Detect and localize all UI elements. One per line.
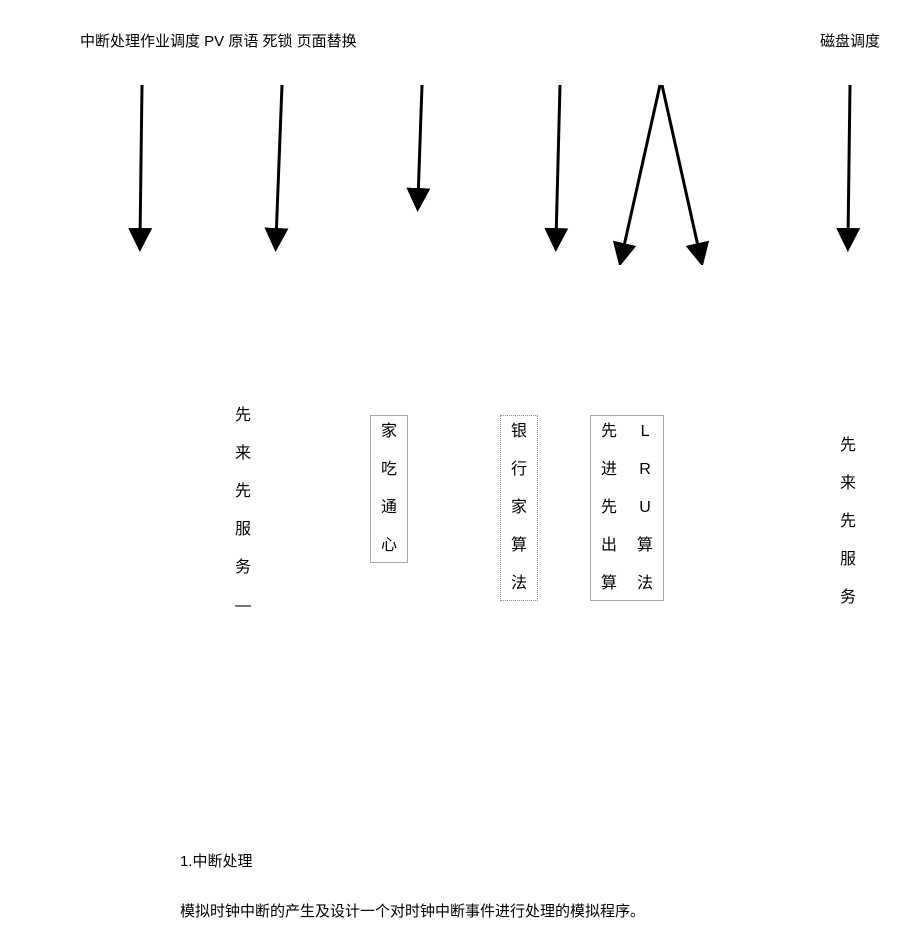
algo-char: 算: [637, 538, 653, 554]
algo-char: 来: [840, 476, 856, 492]
algo-char: 心: [381, 538, 397, 554]
algo-char: 先: [601, 424, 617, 440]
algo-char: 务: [235, 560, 251, 576]
arrow: [556, 85, 560, 240]
arrow: [140, 85, 142, 240]
algo-char: 进: [601, 462, 617, 478]
algo-char: 务: [840, 590, 856, 606]
algo-char: 先: [601, 500, 617, 516]
algo-col: L R U 算法: [627, 416, 663, 600]
algo-col: 银行家算法: [501, 416, 537, 600]
arrow: [622, 85, 660, 255]
algo-char: 通: [381, 500, 397, 516]
algo-char: 家: [381, 424, 397, 440]
section-title: 1.中断处理: [180, 850, 253, 871]
algo-char: 算: [601, 576, 617, 592]
arrow: [276, 85, 282, 240]
algo-char: 法: [511, 576, 527, 592]
algo-char: 服: [840, 552, 856, 568]
algo-box-b4: 先进先出算LRU算法: [590, 415, 664, 601]
algo-char: 银: [511, 424, 527, 440]
algo-char: 法: [637, 576, 653, 592]
algo-char: R: [637, 462, 653, 478]
algo-char: U: [637, 500, 653, 516]
algo-box-b2: 家吃通心: [370, 415, 408, 563]
arrow: [662, 85, 700, 255]
algo-char: 出: [601, 538, 617, 554]
algo-col: 先来先服务—: [225, 400, 261, 622]
algo-col: 家吃通心: [371, 416, 407, 562]
algo-box-b3: 银行家算法: [500, 415, 538, 601]
algo-col: 先进先出算: [591, 416, 627, 600]
algo-col: 先来先服务: [830, 430, 866, 614]
arrow: [418, 85, 422, 200]
algo-char: 先: [840, 438, 856, 454]
algo-char: 家: [511, 500, 527, 516]
algo-box-b5: 先来先服务: [830, 430, 866, 614]
arrows-svg: [0, 85, 920, 265]
algo-char: 来: [235, 446, 251, 462]
algo-box-b1: 先来先服务—: [225, 400, 261, 622]
algo-char: 吃: [381, 462, 397, 478]
algo-char: 先: [235, 408, 251, 424]
top-right-label: 磁盘调度: [820, 30, 880, 51]
algo-char: —: [235, 598, 251, 614]
algo-char: 先: [840, 514, 856, 530]
algo-char: 服: [235, 522, 251, 538]
algo-char: 行: [511, 462, 527, 478]
top-left-label: 中断处理作业调度 PV 原语 死锁 页面替换: [80, 30, 357, 51]
algo-char: 先: [235, 484, 251, 500]
boxes-area: 先来先服务—家吃通心银行家算法先进先出算LRU算法先来先服务: [0, 400, 920, 710]
arrow: [848, 85, 850, 240]
algo-char: L: [637, 424, 653, 440]
section-body: 模拟时钟中断的产生及设计一个对时钟中断事件进行处理的模拟程序。: [180, 900, 645, 921]
algo-char: 算: [511, 538, 527, 554]
